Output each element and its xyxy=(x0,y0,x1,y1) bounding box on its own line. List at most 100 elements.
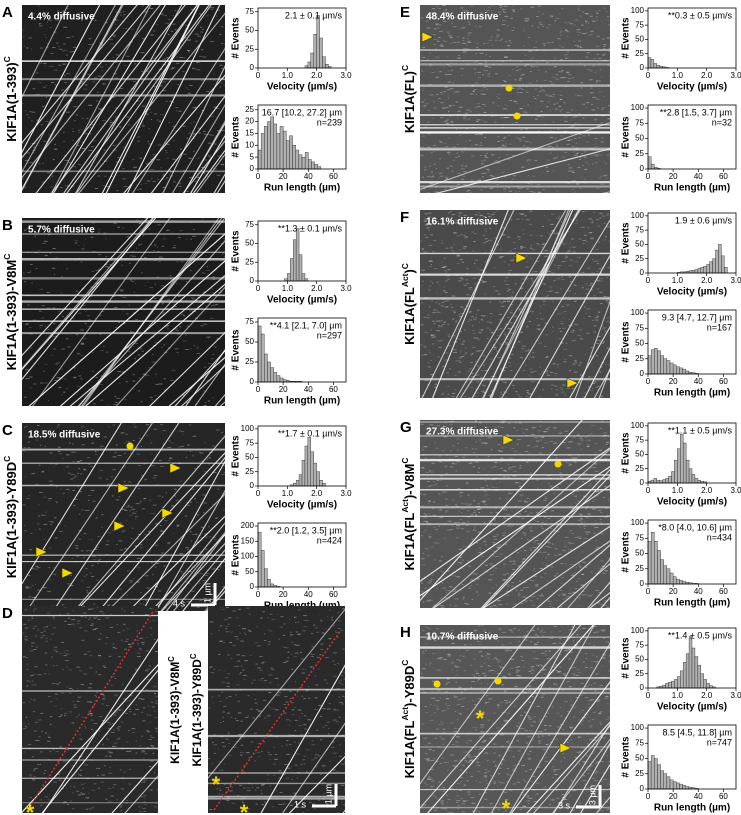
speckle xyxy=(447,153,450,155)
speckle xyxy=(538,91,543,93)
speckle xyxy=(445,510,449,512)
speckle xyxy=(463,115,467,117)
speckle xyxy=(609,485,610,487)
speckle xyxy=(446,56,449,58)
speckle xyxy=(525,586,529,588)
speckle xyxy=(474,461,479,463)
speckle xyxy=(176,110,178,112)
hist-bar xyxy=(310,451,314,487)
speckle xyxy=(480,142,482,144)
speckle xyxy=(603,222,606,224)
speckle xyxy=(554,372,558,374)
speckle xyxy=(146,434,148,436)
speckle xyxy=(46,43,49,45)
speckle xyxy=(590,87,593,89)
speckle xyxy=(468,368,472,370)
speckle xyxy=(103,232,107,234)
speckle xyxy=(564,394,567,396)
moving-track xyxy=(98,456,225,611)
speckle xyxy=(520,213,525,215)
speckle xyxy=(526,188,530,190)
speckle xyxy=(424,379,429,381)
speckle xyxy=(508,650,513,652)
speckle xyxy=(428,599,431,601)
hist-bar xyxy=(286,140,290,170)
speckle xyxy=(446,300,450,302)
speckle xyxy=(535,585,539,587)
speckle xyxy=(447,19,450,21)
speckle xyxy=(498,157,501,159)
speckle xyxy=(606,154,610,156)
speckle xyxy=(522,432,525,434)
speckle xyxy=(429,536,431,538)
speckle xyxy=(80,473,83,475)
speckle xyxy=(156,24,158,26)
speckle xyxy=(507,158,511,160)
speckle xyxy=(521,602,523,604)
speckle xyxy=(61,348,65,350)
speckle xyxy=(222,129,225,131)
speckle xyxy=(62,10,65,12)
speckle xyxy=(72,489,76,491)
speckle xyxy=(508,143,512,145)
speckle xyxy=(482,355,486,357)
speckle xyxy=(180,571,183,573)
speckle xyxy=(501,302,504,304)
speckle xyxy=(150,34,154,36)
speckle xyxy=(542,551,547,553)
speckle xyxy=(65,338,69,340)
speckle xyxy=(457,442,460,444)
speckle xyxy=(501,139,503,141)
speckle xyxy=(136,453,140,455)
speckle xyxy=(587,227,590,229)
speckle xyxy=(595,219,599,221)
speckle xyxy=(145,113,149,115)
speckle xyxy=(527,685,532,687)
speckle xyxy=(559,288,563,290)
speckle xyxy=(490,332,495,334)
speckle xyxy=(447,393,450,395)
speckle xyxy=(457,328,460,330)
speckle xyxy=(41,470,45,472)
speckle xyxy=(506,648,509,650)
speckle xyxy=(506,105,508,107)
speckle xyxy=(593,295,596,297)
speckle xyxy=(507,491,510,493)
speckle xyxy=(450,22,453,24)
speckle xyxy=(578,597,581,599)
y-tick-label: 25 xyxy=(635,254,644,263)
speckle xyxy=(586,743,590,745)
hist-bar xyxy=(650,163,655,170)
x-tick-label: 0 xyxy=(646,377,651,386)
speckle xyxy=(184,581,189,583)
speckle xyxy=(445,146,448,148)
speckle xyxy=(430,760,435,762)
speckle xyxy=(540,436,544,438)
speckle xyxy=(438,158,442,160)
speckle xyxy=(603,53,606,55)
speckle xyxy=(179,553,184,555)
speckle xyxy=(436,93,439,95)
speckle xyxy=(575,490,579,492)
hist-bar xyxy=(654,348,658,375)
speckle xyxy=(606,317,610,319)
speckle xyxy=(597,279,599,281)
speckle xyxy=(481,176,484,178)
speckle xyxy=(25,476,27,478)
speckle xyxy=(25,498,30,500)
speckle xyxy=(99,477,102,479)
speckle xyxy=(476,381,480,383)
speckle xyxy=(146,587,150,589)
speckle xyxy=(144,533,146,535)
speckle xyxy=(420,493,422,495)
speckle xyxy=(575,45,580,47)
speckle xyxy=(523,30,525,32)
speckle xyxy=(609,656,610,658)
speckle xyxy=(97,563,99,565)
speckle xyxy=(124,548,127,550)
speckle xyxy=(558,638,562,640)
speckle xyxy=(556,102,558,104)
speckle xyxy=(494,253,497,255)
speckle xyxy=(194,33,199,35)
speckle xyxy=(187,504,190,506)
